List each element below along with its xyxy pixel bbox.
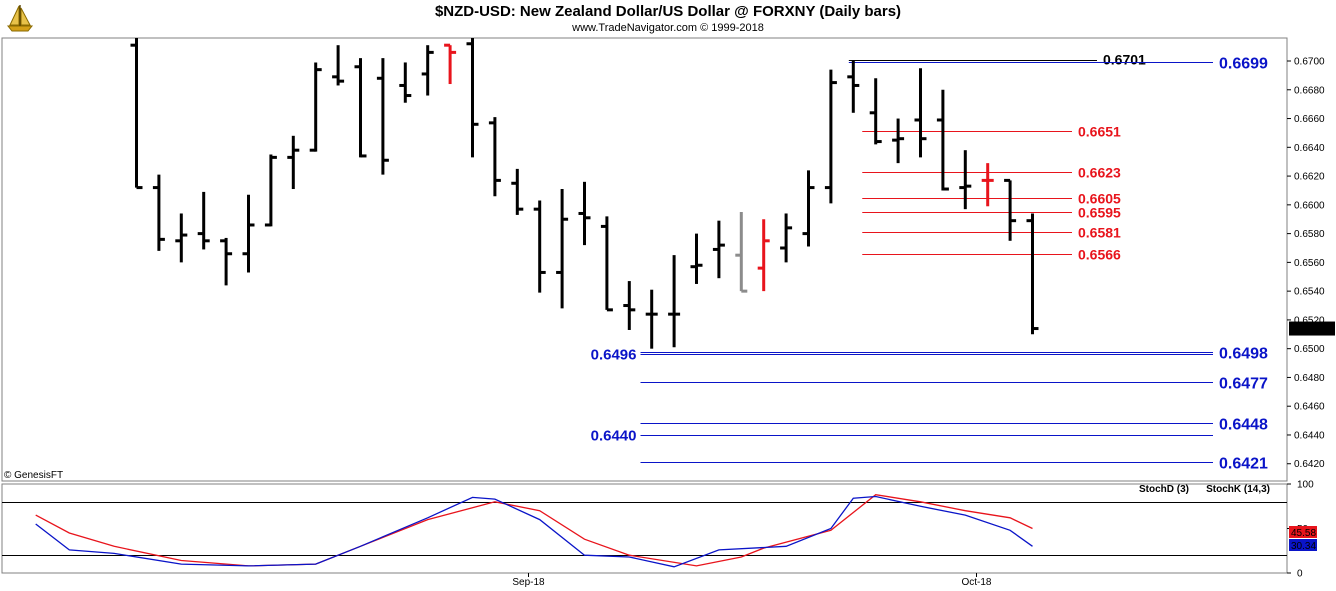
stochd-value-marker: [1289, 526, 1317, 538]
ohlc-bar: [220, 237, 233, 286]
ohlc-bar: [690, 233, 703, 284]
ohlc-bar: [376, 58, 389, 175]
stochk-value-label: 30.34: [1291, 541, 1316, 552]
ohlc-bar: [780, 213, 793, 263]
y-tick-label: 0.6460: [1294, 402, 1325, 413]
ohlc-bar: [914, 68, 927, 158]
stoch-line: [35, 495, 1033, 568]
ohlc-bar: [824, 69, 837, 204]
stoch-tick-label: 100: [1297, 480, 1314, 491]
ohlc-bar: [399, 62, 412, 103]
ohlc-bar: [735, 212, 748, 293]
ohlc-bar: [488, 117, 501, 197]
y-tick-label: 0.6560: [1294, 258, 1325, 269]
ohlc-bar: [623, 281, 636, 330]
ohlc-bar: [869, 78, 882, 145]
level-label: 0.6496: [591, 347, 637, 364]
ohlc-bar: [847, 61, 860, 113]
ohlc-bar: [130, 38, 143, 190]
ohlc-bar: [264, 154, 277, 227]
ohlc-bar: [645, 289, 658, 349]
level-label: 0.6701: [1103, 52, 1146, 68]
y-tick-label: 0.6480: [1294, 373, 1325, 384]
ohlc-bar: [757, 219, 770, 292]
level-label: 0.6440: [591, 428, 637, 445]
legend-stochd: StochD (3): [1139, 484, 1189, 495]
ohlc-bar: [712, 220, 725, 279]
ohlc-bar: [1026, 213, 1039, 335]
ohlc-bar: [466, 38, 479, 158]
price-panel: 0.6700 0.6680 0.6660 0.6640 0.6620 0.6600 0.65…: [130, 38, 1335, 588]
ohlc-bar: [533, 200, 546, 293]
ohlc-bar: [309, 62, 322, 152]
ohlc-bar: [287, 135, 300, 190]
level-label: 0.6605: [1078, 191, 1121, 207]
y-tick-label: 0.6420: [1294, 459, 1325, 470]
ship-logo-icon: [4, 2, 36, 34]
ohlc-bar: [959, 150, 972, 210]
last-price-label: 0.6514: [1291, 325, 1322, 336]
ohlc-bar: [802, 170, 815, 247]
copyright-label: © GenesisFT: [4, 470, 63, 481]
stoch-tick-label: 0: [1297, 569, 1303, 580]
stochd-value-label: 45.58: [1291, 528, 1316, 539]
y-tick-label: 0.6680: [1294, 85, 1325, 96]
ohlc-bar: [197, 191, 210, 250]
level-label: 0.6581: [1078, 225, 1121, 241]
ohlc-bar: [354, 58, 367, 158]
chart-header: $NZD-USD: New Zealand Dollar/US Dollar @…: [0, 0, 1336, 38]
ohlc-bar: [578, 181, 591, 246]
ohlc-bar: [242, 194, 255, 273]
y-tick-label: 0.6640: [1294, 143, 1325, 154]
ohlc-bar: [421, 45, 434, 96]
y-tick-label: 0.6500: [1294, 344, 1325, 355]
ohlc-bar: [444, 43, 457, 85]
y-tick-label: 0.6520: [1294, 315, 1325, 326]
x-tick-label: Sep-18: [512, 577, 545, 588]
legend-stochk: StochK (14,3): [1206, 484, 1270, 495]
chart-subtitle: www.TradeNavigator.com © 1999-2018: [572, 22, 764, 34]
x-tick-label: Oct-18: [961, 577, 991, 588]
stoch-line: [35, 494, 1033, 567]
chart-frame: [1, 37, 1288, 574]
price-panel-border: [1, 37, 1288, 482]
level-label: 0.6566: [1078, 247, 1121, 263]
ohlc-bar: [1004, 178, 1017, 241]
ohlc-bar: [936, 89, 949, 191]
ohlc-bar: [668, 255, 681, 348]
y-tick-label: 0.6700: [1294, 57, 1325, 68]
level-label: 0.6477: [1219, 376, 1268, 393]
level-label: 0.6421: [1219, 456, 1268, 473]
ohlc-bar: [175, 213, 188, 263]
ohlc-bar: [600, 216, 613, 312]
y-tick-label: 0.6660: [1294, 114, 1325, 125]
ohlc-bar: [556, 189, 569, 309]
level-label: 0.6595: [1078, 205, 1121, 221]
chart-title: $NZD-USD: New Zealand Dollar/US Dollar @…: [434, 3, 902, 20]
level-label: 0.6448: [1219, 417, 1268, 434]
stochk-value-marker: [1289, 539, 1317, 551]
level-label: 0.6651: [1078, 124, 1121, 140]
level-label: 0.6498: [1219, 346, 1268, 363]
ohlc-bar: [152, 174, 165, 251]
y-tick-label: 0.6600: [1294, 200, 1325, 211]
last-price-marker: [1289, 321, 1335, 336]
level-label: 0.6699: [1219, 56, 1268, 73]
stoch-panel-border: [1, 483, 1288, 574]
y-tick-label: 0.6620: [1294, 172, 1325, 183]
ohlc-bar: [511, 168, 524, 215]
ohlc-bar: [981, 163, 994, 207]
ohlc-bar: [892, 118, 905, 164]
level-label: 0.6623: [1078, 165, 1121, 181]
ohlc-bar: [332, 45, 345, 86]
y-tick-label: 0.6540: [1294, 287, 1325, 298]
y-tick-label: 0.6580: [1294, 229, 1325, 240]
y-tick-label: 0.6440: [1294, 430, 1325, 441]
